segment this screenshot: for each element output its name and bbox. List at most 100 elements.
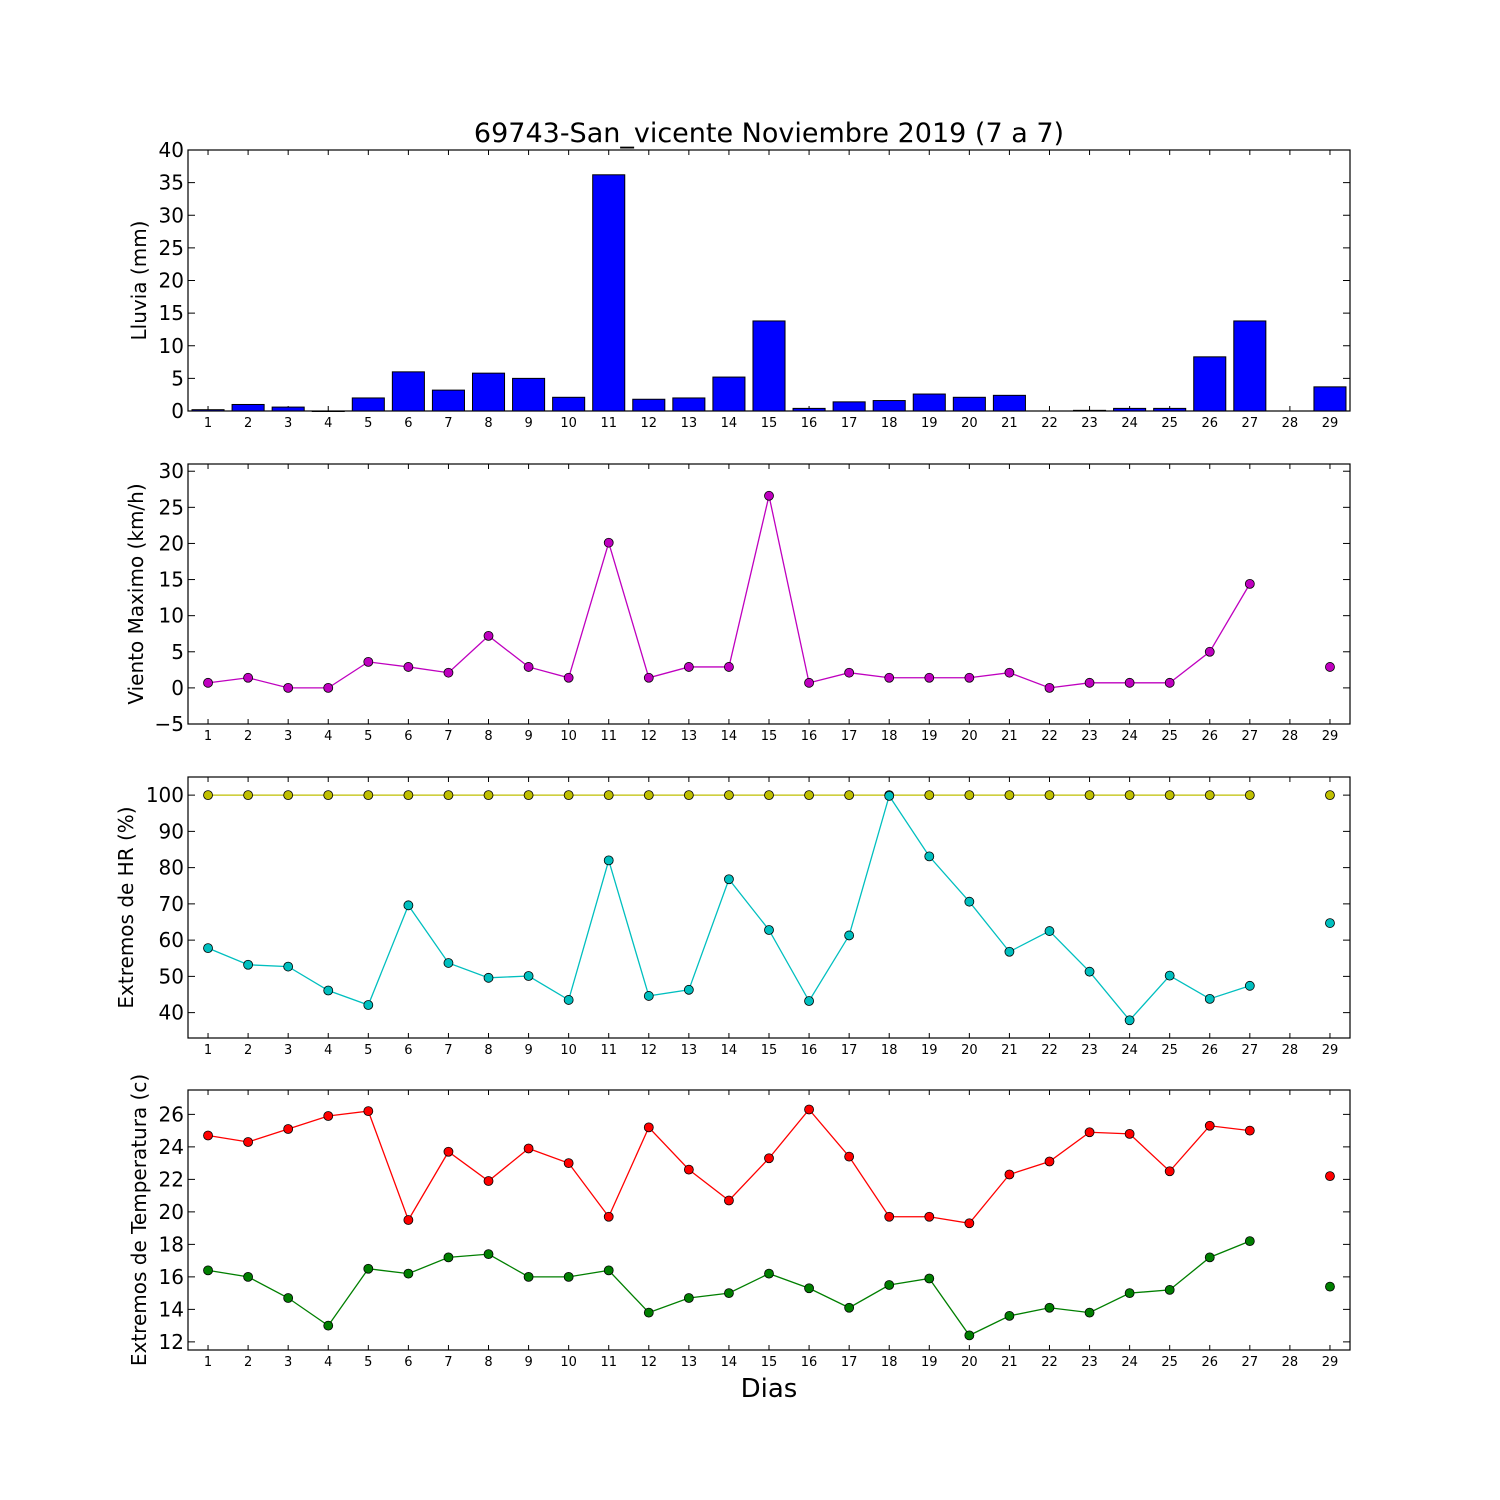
- y-tick-label: 100: [146, 783, 184, 807]
- y-tick-label: 30: [159, 459, 184, 483]
- x-tick-label: 2: [244, 729, 252, 744]
- x-tick-label: 10: [560, 416, 577, 431]
- x-tick-label: 24: [1121, 416, 1138, 431]
- data-point: [323, 682, 334, 693]
- bar: [992, 394, 1026, 412]
- data-point: [844, 1151, 855, 1162]
- data-point: [563, 1271, 574, 1282]
- x-tick-label: 29: [1322, 1043, 1339, 1058]
- data-point: [1004, 667, 1015, 678]
- data-point: [1084, 966, 1095, 977]
- x-tick-label: 24: [1121, 1355, 1138, 1370]
- x-tick-label: 14: [721, 729, 738, 744]
- data-point: [964, 1330, 975, 1341]
- bar: [431, 389, 465, 412]
- x-tick-label: 19: [921, 1043, 938, 1058]
- data-point: [1004, 946, 1015, 957]
- data-point: [643, 790, 654, 801]
- x-tick-label: 20: [961, 1043, 978, 1058]
- data-point: [1124, 1288, 1135, 1299]
- x-tick-label: 13: [681, 1043, 698, 1058]
- x-tick-label: 29: [1322, 416, 1339, 431]
- x-tick-label: 2: [244, 416, 252, 431]
- x-tick-label: 19: [921, 416, 938, 431]
- data-point: [403, 900, 414, 911]
- data-point: [203, 790, 213, 801]
- x-tick-label: 8: [484, 729, 492, 744]
- x-tick-label: 12: [641, 729, 658, 744]
- x-tick-label: 23: [1081, 729, 1098, 744]
- series-line-1: [207, 1108, 1250, 1224]
- data-point: [683, 1164, 694, 1175]
- data-point: [323, 1111, 334, 1121]
- y-tick-label: 26: [159, 1102, 184, 1126]
- bar: [952, 396, 986, 412]
- data-point: [1244, 1236, 1255, 1247]
- data-point: [523, 1143, 534, 1154]
- data-point: [1164, 790, 1175, 801]
- x-tick-label: 6: [404, 729, 412, 744]
- data-point: [1124, 677, 1135, 688]
- bar: [592, 174, 626, 412]
- data-point: [1044, 1156, 1055, 1167]
- plot-frame-3: [187, 776, 1351, 1039]
- x-tick-label: 9: [524, 1355, 532, 1370]
- data-point: [363, 1106, 374, 1117]
- bar: [191, 409, 225, 412]
- data-point: [724, 790, 734, 801]
- x-tick-label: 15: [761, 1043, 778, 1058]
- y-tick-label: 70: [159, 892, 184, 916]
- bar: [271, 406, 305, 412]
- data-point: [964, 790, 975, 801]
- x-tick-label: 28: [1282, 416, 1299, 431]
- y-tick-label: 12: [159, 1330, 184, 1354]
- data-point: [563, 790, 574, 801]
- y-tick-label: 0: [171, 676, 184, 700]
- x-tick-label: 21: [1001, 1355, 1018, 1370]
- x-tick-label: 27: [1242, 729, 1259, 744]
- y-tick-label: 80: [159, 856, 184, 880]
- data-point: [844, 790, 855, 801]
- x-tick-label: 11: [600, 729, 617, 744]
- x-tick-label: 1: [204, 416, 212, 431]
- data-point: [924, 1273, 935, 1284]
- x-tick-label: 14: [721, 1355, 738, 1370]
- data-point: [363, 656, 374, 667]
- x-tick-label: 25: [1161, 1355, 1178, 1370]
- data-point: [804, 996, 814, 1006]
- y-tick-label: 15: [159, 568, 184, 592]
- data-point: [243, 790, 254, 801]
- data-point: [964, 1218, 975, 1229]
- data-point: [1204, 993, 1215, 1004]
- data-point: [1004, 1169, 1015, 1180]
- bar: [1113, 407, 1147, 412]
- data-point: [1124, 790, 1135, 801]
- data-point: [603, 790, 614, 801]
- x-tick-label: 28: [1282, 729, 1299, 744]
- x-tick-label: 3: [284, 1043, 292, 1058]
- bar: [912, 393, 946, 412]
- data-point: [1164, 1166, 1175, 1177]
- x-tick-label: 18: [881, 416, 898, 431]
- series-line-2: [207, 794, 1251, 1022]
- y-axis-label-1: Lluvia (mm): [127, 221, 151, 341]
- data-point: [844, 1302, 855, 1313]
- x-tick-label: 6: [404, 1043, 412, 1058]
- x-tick-label: 3: [284, 416, 292, 431]
- data-point: [1164, 677, 1175, 688]
- x-tick-label: 3: [284, 729, 292, 744]
- x-tick-label: 26: [1201, 416, 1218, 431]
- data-point: [764, 490, 774, 501]
- x-tick-label: 23: [1081, 416, 1098, 431]
- bar: [832, 401, 866, 412]
- data-point: [1325, 790, 1335, 801]
- data-point: [1204, 1252, 1215, 1263]
- data-point: [643, 1307, 654, 1318]
- x-tick-label: 14: [721, 416, 738, 431]
- data-point: [964, 672, 975, 683]
- x-axis-label: Dias: [741, 1374, 798, 1404]
- figure-title: 69743-San_vicente Noviembre 2019 (7 a 7): [474, 118, 1064, 149]
- x-tick-label: 23: [1081, 1043, 1098, 1058]
- x-tick-label: 5: [364, 416, 372, 431]
